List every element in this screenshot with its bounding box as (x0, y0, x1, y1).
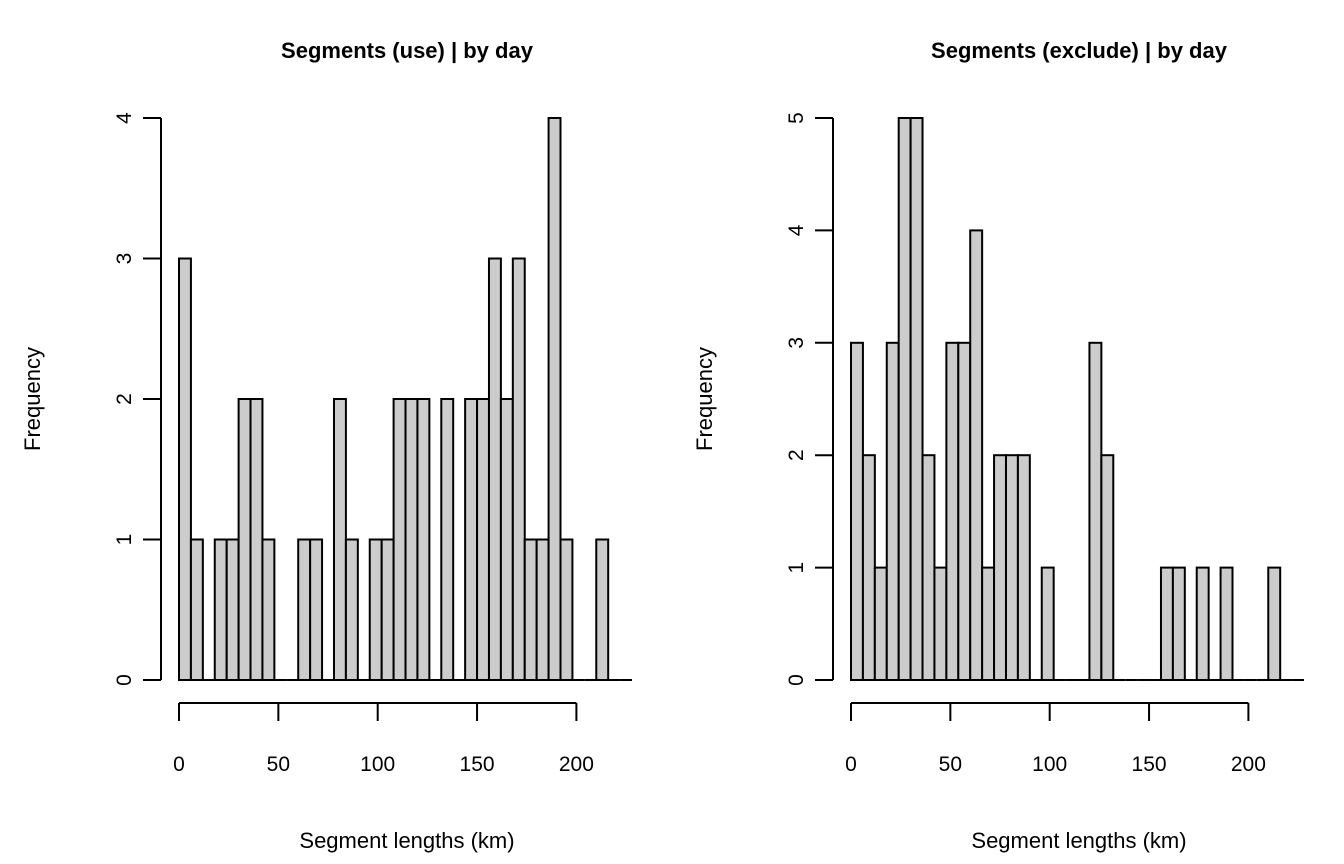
bars-group (850, 117, 1305, 682)
y-tick-label: 2 (785, 449, 808, 461)
y-tick-label: 3 (785, 337, 808, 349)
histogram-bar (1267, 566, 1282, 681)
histogram-bar (189, 538, 204, 681)
histogram-bar (933, 566, 948, 681)
y-axis: 0 1 2 3 4 5 (785, 112, 834, 686)
x-tick-label: 50 (939, 753, 962, 776)
histogram-bar (344, 538, 359, 681)
y-tick-label: 1 (113, 534, 136, 546)
x-tick-label: 100 (1032, 753, 1067, 776)
histogram-bar (909, 117, 924, 681)
histogram-bar (332, 398, 347, 681)
histogram-bar (1219, 566, 1234, 681)
histogram-bar (309, 538, 324, 681)
histogram-bar (1195, 566, 1210, 681)
x-tick-label: 100 (360, 753, 395, 776)
histogram-bar (861, 454, 876, 682)
x-axis: 0 50 100 150 200 (845, 702, 1266, 776)
histogram-bar (547, 117, 562, 681)
histogram-bar (297, 538, 312, 681)
x-tick-label: 150 (1132, 753, 1167, 776)
histogram-bar (981, 566, 996, 681)
histogram-bar (261, 538, 276, 681)
histogram-bar (225, 538, 240, 681)
histogram-bar (464, 398, 479, 681)
y-tick-label: 4 (785, 224, 808, 236)
histogram-bar (523, 538, 538, 681)
y-tick-label: 5 (785, 112, 808, 124)
y-tick-label: 1 (785, 562, 808, 574)
y-axis-label: Frequency (20, 347, 45, 451)
histogram-bar (440, 398, 455, 681)
histogram-bar (993, 454, 1007, 682)
histogram-bar (559, 538, 574, 681)
histogram-bar (1159, 566, 1174, 681)
x-tick-label: 200 (1231, 753, 1266, 776)
x-axis-label: Segment lengths (km) (971, 828, 1186, 853)
histogram-bar (1040, 566, 1055, 681)
histogram-bar (487, 257, 502, 681)
bars-group (178, 117, 633, 681)
x-tick-label: 0 (845, 753, 857, 776)
x-tick-label: 0 (173, 753, 185, 776)
histogram-bar (850, 341, 864, 681)
histogram-bar (897, 117, 912, 681)
histogram-bar (499, 398, 514, 681)
histogram-bar (1088, 341, 1103, 681)
histogram-bar (416, 398, 431, 681)
histogram-bar (945, 341, 960, 681)
chart-panel-exclude: Segments (exclude) | by day Segment leng… (692, 38, 1305, 853)
y-axis-label: Frequency (692, 347, 717, 451)
histogram-bar (1171, 566, 1186, 681)
y-tick-label: 0 (113, 674, 136, 686)
chart-title: Segments (use) | by day (281, 38, 534, 63)
histogram-bar (1100, 454, 1115, 682)
histogram-bar (957, 341, 972, 681)
histogram-bar (1004, 454, 1019, 682)
x-axis-label: Segment lengths (km) (299, 828, 514, 853)
histogram-bar (249, 398, 264, 681)
y-tick-label: 2 (113, 393, 136, 405)
histogram-bar (595, 538, 610, 681)
histogram-bar (368, 538, 383, 681)
y-tick-label: 4 (113, 112, 136, 124)
histogram-bar (213, 538, 228, 681)
histogram-bar (392, 398, 407, 681)
histogram-bar (921, 454, 936, 682)
y-tick-label: 0 (785, 674, 808, 686)
histogram-bar (511, 257, 526, 681)
y-axis: 0 1 2 3 4 (113, 112, 162, 686)
histogram-bar (535, 538, 550, 681)
histogram-bar (476, 398, 490, 681)
histogram-bar (380, 538, 395, 681)
histogram-bar (969, 229, 984, 681)
x-axis: 0 50 100 150 200 (173, 702, 594, 776)
histogram-bar (873, 566, 888, 681)
x-tick-label: 200 (559, 753, 594, 776)
histogram-bar (178, 257, 192, 681)
histogram-bar (1016, 454, 1031, 682)
x-tick-label: 50 (267, 753, 290, 776)
y-tick-label: 3 (113, 253, 136, 265)
chart-panel-use: Segments (use) | by day Segment lengths … (20, 38, 633, 853)
histogram-bar (237, 398, 252, 681)
histogram-bar (885, 341, 900, 681)
x-tick-label: 150 (460, 753, 495, 776)
histogram-bar (404, 398, 419, 681)
chart-title: Segments (exclude) | by day (931, 38, 1228, 63)
